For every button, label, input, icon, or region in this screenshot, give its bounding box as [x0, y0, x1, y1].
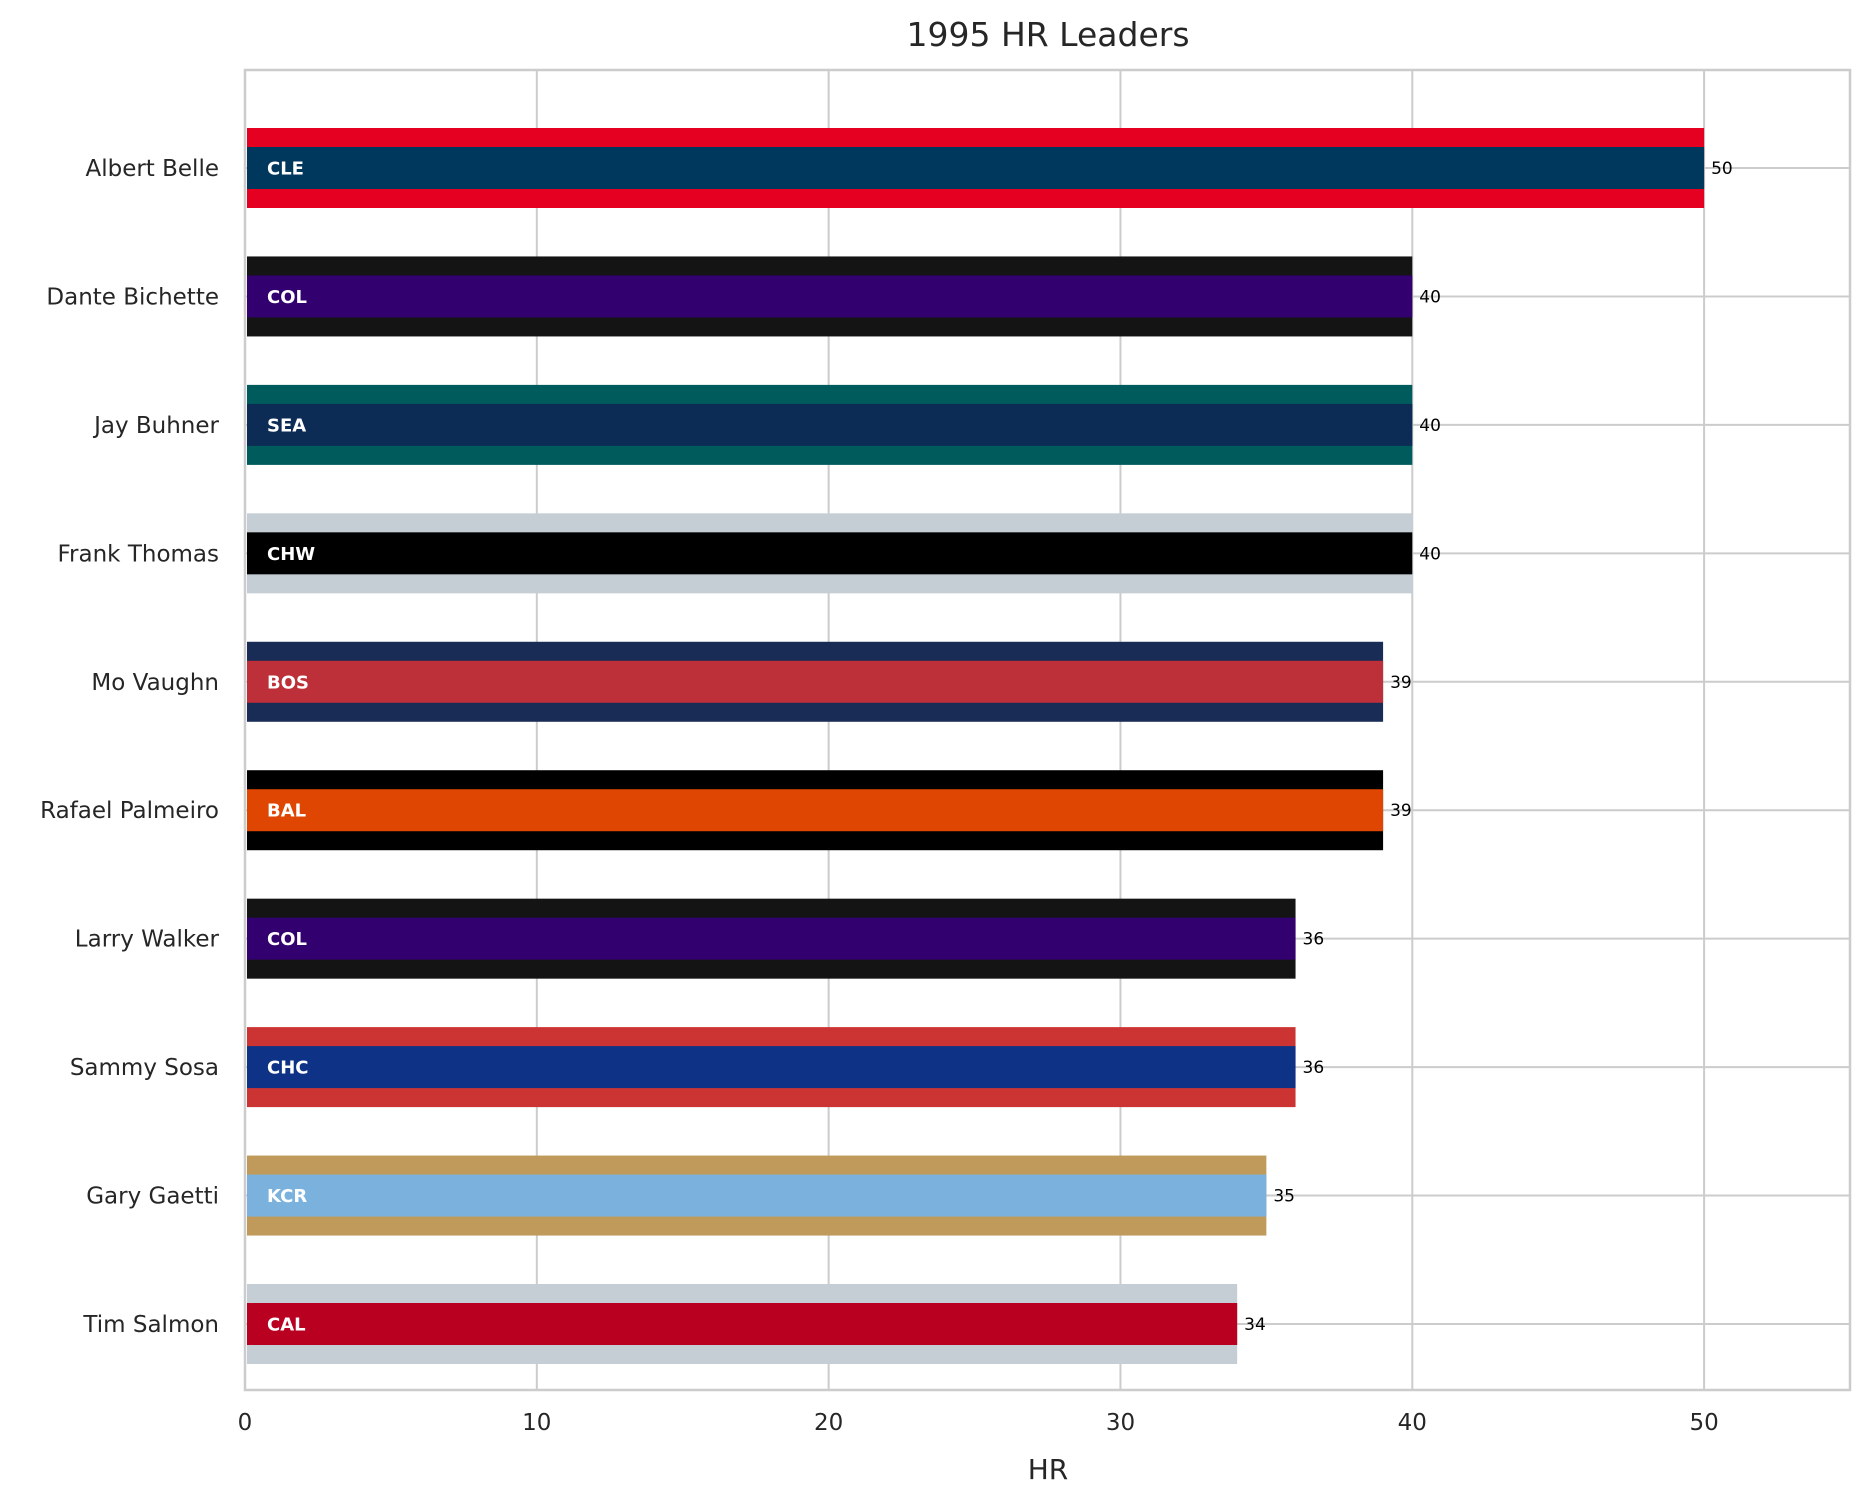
team-label: BOS: [267, 672, 309, 693]
value-label: 40: [1419, 544, 1441, 564]
y-tick-label: Sammy Sosa: [70, 1055, 219, 1081]
x-tick-labels: 0 10 20 30 40 50: [238, 1410, 1719, 1436]
y-tick-label: Frank Thomas: [58, 541, 220, 567]
x-tick-label: 50: [1689, 1410, 1718, 1436]
team-label: KCR: [267, 1186, 307, 1207]
bar-group: KCR 35: [247, 1155, 1295, 1236]
bar-group: COL 36: [247, 898, 1325, 979]
bar-group: CHW 40: [247, 513, 1441, 594]
team-label: COL: [267, 929, 307, 950]
x-tick-label: 0: [238, 1410, 253, 1436]
chart-title: 1995 HR Leaders: [906, 15, 1189, 54]
bar-inner: [247, 532, 1413, 575]
plot-frame: [243, 68, 1852, 1392]
value-label: 40: [1419, 416, 1441, 436]
x-axis-label: HR: [1028, 1453, 1069, 1486]
team-label: BAL: [267, 801, 306, 822]
bar-inner: [247, 147, 1705, 189]
y-tick-label: Larry Walker: [75, 927, 220, 953]
bar-group: BAL 39: [247, 770, 1412, 851]
team-label: CHW: [267, 544, 315, 565]
y-tick-label: Rafael Palmeiro: [40, 798, 219, 824]
x-tick-label: 40: [1398, 1410, 1427, 1436]
team-label: SEA: [267, 415, 306, 436]
bar-inner: [247, 275, 1413, 318]
bar-group: CHC 36: [247, 1027, 1325, 1108]
team-label: COL: [267, 287, 307, 308]
bar-inner: [247, 660, 1384, 703]
y-tick-labels: Albert Belle Dante Bichette Jay Buhner Fran…: [40, 156, 219, 1338]
y-tick-label: Albert Belle: [85, 156, 219, 182]
bar-inner: [247, 1046, 1296, 1089]
y-tick-label: Jay Buhner: [92, 413, 219, 439]
bar-inner: [247, 1303, 1238, 1345]
y-tick-label: Mo Vaughn: [91, 670, 219, 696]
value-label: 34: [1244, 1315, 1266, 1335]
bar-group: SEA 40: [247, 384, 1441, 465]
bar-group: BOS 39: [247, 641, 1412, 722]
bars: CLE 50 COL 40 SEA 40 CHW 40 BOS 39 BAL 39 COL 36 CHC 36…: [247, 128, 1733, 1364]
value-label: 39: [1390, 673, 1412, 693]
value-label: 35: [1273, 1187, 1295, 1207]
value-label: 50: [1711, 159, 1733, 179]
y-tick-label: Dante Bichette: [46, 284, 219, 310]
bar-inner: [247, 789, 1384, 832]
team-label: CAL: [267, 1315, 306, 1336]
bar-group: COL 40: [247, 256, 1441, 337]
y-tick-label: Tim Salmon: [82, 1312, 219, 1338]
x-tick-label: 20: [814, 1410, 843, 1436]
bar-inner: [247, 917, 1296, 960]
team-label: CHC: [267, 1058, 308, 1079]
value-label: 39: [1390, 801, 1412, 821]
value-label: 36: [1303, 1058, 1325, 1078]
team-label: CLE: [267, 159, 304, 180]
bar-group: CAL 34: [247, 1284, 1266, 1364]
y-tick-label: Gary Gaetti: [86, 1184, 219, 1210]
bar-inner: [247, 1174, 1267, 1217]
x-tick-label: 30: [1106, 1410, 1135, 1436]
bar-group: CLE 50: [247, 128, 1733, 208]
value-label: 40: [1419, 287, 1441, 307]
x-tick-label: 10: [522, 1410, 551, 1436]
value-label: 36: [1303, 930, 1325, 950]
bar-inner: [247, 403, 1413, 446]
